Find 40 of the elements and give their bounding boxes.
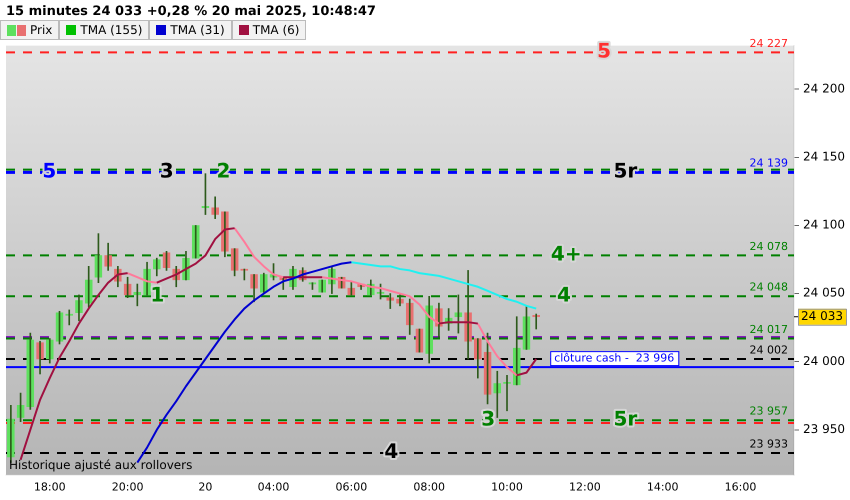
y-tick-label: 23 950 [803, 422, 845, 436]
ref-line-label: 23 957 [750, 404, 788, 418]
ref-line-label: 24 048 [750, 280, 788, 294]
legend-label: TMA (6) [232, 20, 306, 40]
y-tick-label: 24 000 [803, 354, 845, 368]
legend-label: TMA (31) [149, 20, 232, 40]
annotation: 1 [150, 282, 164, 307]
x-tick-label: 16:00 [724, 480, 756, 494]
ref-line-label: clôture cash - 23 996 [554, 352, 674, 365]
x-tick-label: 12:00 [568, 480, 601, 494]
x-tick-label: 06:00 [336, 480, 368, 494]
ref-line-label: 23 933 [750, 437, 788, 450]
x-tick-label: 04:00 [258, 480, 290, 494]
ref-line-label: 24 227 [750, 36, 788, 50]
y-tick-label: 24 150 [803, 149, 845, 164]
y-tick-label: 24 200 [803, 81, 845, 96]
ref-line-label: 24 139 [750, 156, 788, 170]
text: 24 033 [801, 308, 843, 323]
candlestick [202, 173, 210, 215]
chart-title: 15 minutes 24 033 +0,28 % 20 mai 2025, 10:48:47 [6, 4, 376, 20]
x-tick-label: 20 [198, 480, 212, 494]
annotation: 2 [216, 158, 230, 183]
y-tick-label: 24 050 [803, 286, 845, 300]
ref-line-label: 24 078 [750, 240, 788, 253]
legend-label: TMA (155) [59, 20, 150, 40]
x-tick-label: 20:00 [112, 480, 144, 494]
annotation: 4 [556, 282, 571, 307]
x-tick-label: 14:00 [646, 480, 679, 494]
annotation: 5r [613, 406, 638, 430]
x-tick-label: 10:00 [491, 480, 523, 494]
ref-line-label: 24 017 [750, 322, 788, 336]
candlestick [532, 314, 540, 330]
x-tick-label: 08:00 [413, 480, 446, 494]
annotation: Historique ajusté aux rollovers [9, 458, 192, 472]
legend-label: Prix [0, 20, 60, 40]
x-tick-label: 18:00 [34, 480, 66, 494]
annotation: 5 [42, 158, 56, 183]
ref-line-label: 24 002 [750, 343, 788, 356]
y-tick-label: 24 100 [803, 218, 845, 232]
annotation: 5r [613, 158, 638, 183]
